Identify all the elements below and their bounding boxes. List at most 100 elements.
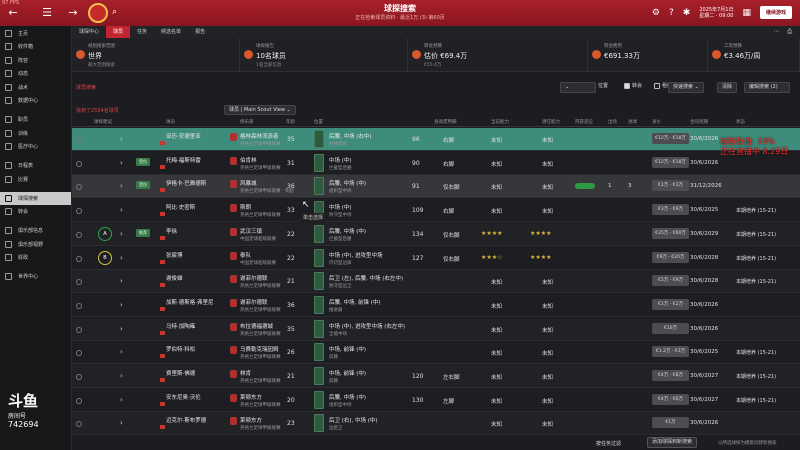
expand-icon[interactable]: › [120,277,123,286]
player-name[interactable]: 马特·加陶雍 [166,323,196,330]
row-select-radio[interactable] [76,421,82,428]
edit-search-button[interactable]: 编辑搜索 (2) [744,82,790,93]
row-select-radio[interactable] [76,374,82,380]
print-icon[interactable]: ⎙ [787,28,792,35]
row-select-radio[interactable] [76,255,82,262]
sidebar-item[interactable]: 比赛 [0,173,71,186]
club-name[interactable]: 武汉三镇 [240,228,263,235]
expand-icon[interactable]: › [120,395,123,404]
sidebar-item[interactable]: 财政 [0,251,71,264]
row-select-radio[interactable] [76,160,82,167]
loan-checkbox[interactable]: 租借 [650,82,676,93]
expand-icon[interactable]: › [120,135,123,143]
expand-icon[interactable]: › [120,158,123,167]
header-club[interactable]: 俱乐部 [240,120,254,125]
club-name[interactable]: 谢菲尔德联 [240,299,268,306]
sidebar-item[interactable]: 阵容 [0,54,71,67]
row-select-radio[interactable] [76,279,82,286]
expand-icon[interactable]: › [120,182,123,191]
more-icon[interactable]: ⋯ [773,28,780,35]
forward-icon[interactable]: → [68,6,78,19]
club-name[interactable]: 莱顿东方 [240,394,263,401]
club-name[interactable]: 莱顿东方 [240,418,263,425]
expand-icon[interactable]: › [120,324,123,333]
header-value[interactable]: 身价 [652,120,661,125]
table-row[interactable]: › 迈克尔·斯布罗德 莱顿东方 英格兰足球甲级联赛 23 后卫 (右), 中场 (中) 边… [72,412,800,436]
table-row[interactable]: › 费里斯·佛德 林肯 英格兰足球甲级联赛 21 中场, 前锋 (中) 前腰 120 左右脚 未… [72,365,800,388]
table-row[interactable]: › 阿比·史密斯 斯朗 英格兰足球甲级联赛 33 中场 (中) 防守型中场 109 右脚 未知 未… [72,199,800,223]
calendar-icon[interactable]: ▦ [742,7,751,18]
header-m1[interactable]: 出场 [608,120,617,125]
header-fit[interactable]: 阵容适应 [575,120,593,125]
summary-block[interactable]: 规划搜索范围 世界 最大范围搜索 [72,38,240,72]
table-row[interactable]: › 谢俊雄 谢菲尔德联 英格兰足球甲级联赛 21 后卫 (左), 后腰, 中场 (右左中… [72,270,800,294]
row-select-radio[interactable] [76,208,82,215]
player-name[interactable]: 亚历·安德里亚 [166,134,201,140]
player-name[interactable]: 迈克尔·斯布罗德 [166,418,207,425]
sidebar-item[interactable]: 球探搜索 [0,191,71,205]
header-pa[interactable]: 潜在能力 [542,120,560,125]
club-crest-icon[interactable] [88,3,108,23]
club-name[interactable]: 格林森林流浪者 [240,134,279,140]
club-name[interactable]: 谢菲尔德联 [240,276,268,283]
expand-icon[interactable]: › [120,206,123,215]
table-row[interactable]: › 受伤 托梅·福斯特雷 伯肯林 英格兰足球甲级联赛 31 中场 (中) 拦截型后腰 90 右脚… [72,151,800,175]
player-name[interactable]: 费里斯·佛德 [166,371,196,377]
expand-icon[interactable]: › [120,372,123,380]
club-name[interactable]: 风暴城 [240,181,257,188]
header-player[interactable]: 球员 [166,120,175,125]
header-status[interactable]: 状态 [736,120,745,125]
table-row[interactable]: B › 张宸博 泰队 中国足球超级联赛 22 中场 (中), 进攻型中场 内切型边锋 127 仅… [72,246,800,270]
row-select-radio[interactable] [76,326,82,333]
table-row[interactable]: › 加斯·德斯格·弗里尼 谢菲尔德联 英格兰足球甲级联赛 36 后腰, 中场, 前锋 (… [72,293,800,317]
player-name[interactable]: 阿比·史密斯 [166,205,196,212]
row-select-radio[interactable] [76,231,82,238]
sidebar-item[interactable]: 俱乐部视野 [0,238,71,251]
sidebar-item[interactable]: 主页 [0,27,71,40]
club-name[interactable]: 林肯 [240,371,252,377]
menu-icon[interactable]: ☰ [42,6,52,19]
header-m2[interactable]: 进球 [628,120,637,125]
summary-block[interactable]: 工资预算 €3.46万/周 [708,38,800,72]
row-select-radio[interactable] [76,302,82,309]
tab[interactable]: 任务 [137,29,148,35]
table-row[interactable]: › 马特·加陶雍 布拉德福德城 英格兰足球甲级联赛 35 中场 (中), 进攻型中场 (… [72,317,800,341]
row-select-radio[interactable] [76,397,82,404]
expand-icon[interactable]: › [120,419,123,428]
club-name[interactable]: 泰队 [240,252,252,259]
player-name[interactable]: 张宸博 [166,252,183,259]
header-expiry[interactable]: 合同到期 [690,120,708,125]
transfer-checkbox[interactable]: 转会 [620,82,646,93]
sidebar-item[interactable]: 训练 [0,127,71,140]
continue-button[interactable]: 继续游戏 [759,6,792,19]
gear-icon[interactable]: ✱ [682,7,691,18]
club-name[interactable]: 布拉德福德城 [240,323,274,330]
header-pos[interactable]: 位置 [314,120,323,125]
sidebar-item[interactable]: 日程表 [0,159,71,172]
table-row[interactable]: › 罗伯特·科松 马赛勒克瑞因姆 英格兰足球甲级联赛 26 中场, 前锋 (中) 前腰 未知… [72,341,800,365]
tab[interactable]: 报告 [195,29,206,35]
expand-icon[interactable]: › [120,253,123,262]
header-ca[interactable]: 当前能力 [491,120,509,125]
row-select-radio[interactable] [76,184,82,191]
club-name[interactable]: 斯朗 [240,205,252,212]
quick-search-button[interactable]: 快速搜索 ⌄ [668,82,704,93]
player-name[interactable]: 李徐 [166,228,178,235]
row-select-radio[interactable] [76,350,82,357]
table-row[interactable]: › 安东尼奥·沃伦 莱顿东方 英格兰足球甲级联赛 20 后腰, 中场 (中) 组织型中场 1… [72,388,800,412]
table-row[interactable]: › 受伤 伊格卡·巴雅德斯 风暴城 英格兰足球甲级联赛 · 英超 36 后腰, 中场 (中… [72,175,800,199]
sidebar-item[interactable]: 收件箱 [0,40,71,53]
club-name[interactable]: 伯肯林 [240,157,257,164]
club-name[interactable]: 马赛勒克瑞因姆 [240,347,279,354]
table-row[interactable]: › 亚历·安德里亚 格林森林流浪者 英格兰足球甲级联赛 35 后腰, 中场 (右中) 防线… [72,128,800,151]
player-name[interactable]: 托梅·福斯特雷 [166,157,201,164]
position-select[interactable]: ⌄ [560,82,596,93]
sidebar-item[interactable]: 职员 [0,113,71,126]
sidebar-item[interactable]: 转会 [0,205,71,218]
clear-button[interactable]: 清除 [717,82,738,93]
help-icon[interactable]: ? [668,7,674,18]
player-name[interactable]: 安东尼奥·沃伦 [166,394,201,401]
player-name[interactable]: 伊格卡·巴雅德斯 [166,181,207,188]
view-select[interactable]: 球员 | Main Scout View ⌄ [224,105,296,115]
summary-block[interactable]: 转会预算 估价 €69.4万 €55.4万 [408,38,588,72]
